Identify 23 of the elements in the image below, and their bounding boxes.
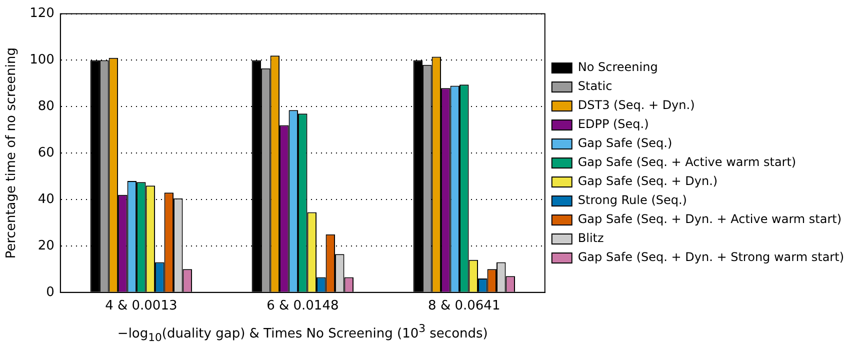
y-axis-title: Percentage time of no screening — [4, 48, 20, 259]
legend-label: Strong Rule (Seq.) — [578, 193, 687, 208]
legend-label: Static — [578, 79, 612, 94]
legend-label: Gap Safe (Seq. + Dyn. + Active warm start) — [578, 212, 842, 226]
x-tick-label: 6 & 0.0148 — [266, 298, 339, 314]
x-axis-title: −log$_{10}$(duality gap) & Times No Screening (10$^{3}$ seconds) — [117, 322, 488, 342]
legend-label: Gap Safe (Seq. + Active warm start) — [578, 155, 796, 170]
legend-label: EDPP (Seq.) — [578, 117, 649, 132]
y-tick-label: 80 — [38, 99, 54, 114]
legend-label: Gap Safe (Seq. + Dyn. + Strong warm start) — [578, 250, 844, 264]
y-tick-label: 20 — [38, 238, 54, 254]
legend-label: Blitz — [578, 231, 604, 246]
y-tick-label: 0 — [46, 284, 54, 300]
legend-label: Gap Safe (Seq.) — [578, 136, 672, 150]
x-tick-label: 8 & 0.0641 — [428, 298, 500, 314]
x-tick-label: 4 & 0.0013 — [105, 298, 178, 314]
y-tick-label: 120 — [30, 6, 54, 22]
legend-label: DST3 (Seq. + Dyn.) — [578, 98, 695, 112]
y-tick-label: 60 — [38, 145, 54, 160]
legend-label: No Screening — [578, 60, 658, 74]
y-tick-label: 100 — [30, 52, 54, 68]
legend-label: Gap Safe (Seq. + Dyn.) — [578, 174, 718, 188]
y-tick-label: 40 — [38, 192, 54, 207]
